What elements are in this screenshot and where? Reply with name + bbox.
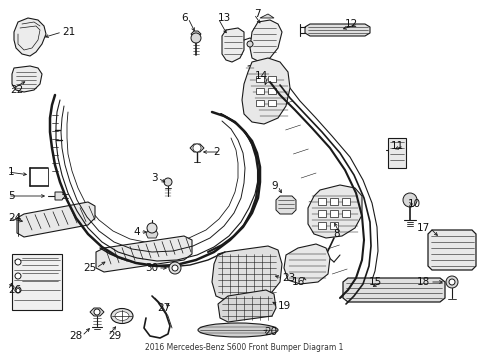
Bar: [329, 222, 337, 229]
Circle shape: [15, 273, 21, 279]
Polygon shape: [191, 31, 201, 37]
Polygon shape: [275, 196, 295, 214]
Circle shape: [147, 223, 157, 233]
Text: 3: 3: [151, 173, 158, 183]
Circle shape: [15, 259, 21, 265]
Circle shape: [172, 265, 178, 271]
Circle shape: [163, 178, 172, 186]
Bar: [256, 100, 264, 106]
Text: 23: 23: [282, 273, 295, 283]
Bar: [341, 210, 349, 217]
Text: 15: 15: [368, 277, 381, 287]
Polygon shape: [14, 18, 46, 56]
Text: 14: 14: [254, 71, 267, 81]
Text: 19: 19: [278, 301, 291, 311]
Bar: [267, 76, 275, 82]
Ellipse shape: [115, 311, 129, 320]
Text: 12: 12: [344, 19, 357, 29]
Bar: [12, 254, 62, 310]
Polygon shape: [242, 58, 289, 124]
Text: 2: 2: [213, 147, 220, 157]
Text: 25: 25: [82, 263, 96, 273]
Text: 6: 6: [181, 13, 187, 23]
Ellipse shape: [198, 323, 278, 337]
Polygon shape: [249, 20, 282, 62]
Text: 21: 21: [62, 27, 75, 37]
Text: 11: 11: [390, 141, 403, 151]
Bar: [317, 210, 325, 217]
Bar: [341, 198, 349, 205]
Polygon shape: [17, 202, 95, 237]
Polygon shape: [96, 236, 192, 272]
Bar: [329, 210, 337, 217]
Polygon shape: [218, 290, 275, 322]
Text: 22: 22: [10, 85, 23, 95]
Polygon shape: [90, 308, 104, 316]
Circle shape: [246, 41, 252, 47]
Circle shape: [15, 287, 21, 293]
Text: 7: 7: [253, 9, 260, 19]
Bar: [329, 198, 337, 205]
Polygon shape: [190, 144, 203, 152]
Text: 27: 27: [157, 303, 170, 313]
Bar: [256, 88, 264, 94]
Circle shape: [448, 279, 454, 285]
Text: 16: 16: [291, 277, 305, 287]
Text: 4: 4: [133, 227, 140, 237]
Circle shape: [169, 262, 181, 274]
Text: 2016 Mercedes-Benz S600 Front Bumper Diagram 1: 2016 Mercedes-Benz S600 Front Bumper Dia…: [145, 343, 343, 352]
Circle shape: [94, 309, 100, 315]
Bar: [317, 198, 325, 205]
Bar: [267, 100, 275, 106]
Text: 17: 17: [416, 223, 429, 233]
Circle shape: [193, 144, 201, 152]
Text: 18: 18: [416, 277, 429, 287]
Text: 20: 20: [264, 327, 277, 337]
Polygon shape: [12, 66, 42, 92]
Polygon shape: [307, 185, 361, 238]
Polygon shape: [260, 14, 273, 18]
Text: 1: 1: [8, 167, 15, 177]
Circle shape: [191, 33, 201, 43]
Polygon shape: [146, 230, 158, 238]
Circle shape: [402, 193, 416, 207]
Polygon shape: [222, 28, 244, 62]
Text: 29: 29: [108, 331, 121, 341]
Polygon shape: [284, 244, 329, 284]
Bar: [256, 76, 264, 82]
Text: 8: 8: [333, 229, 339, 239]
Text: 30: 30: [144, 263, 158, 273]
Text: 9: 9: [271, 181, 278, 191]
Circle shape: [445, 276, 457, 288]
Ellipse shape: [111, 309, 133, 324]
Polygon shape: [212, 246, 282, 300]
Polygon shape: [305, 24, 369, 36]
Polygon shape: [55, 192, 65, 200]
Text: 26: 26: [8, 285, 21, 295]
Polygon shape: [427, 230, 475, 270]
Text: 24: 24: [8, 213, 21, 223]
Polygon shape: [342, 278, 444, 302]
Bar: [387, 138, 405, 168]
Bar: [267, 88, 275, 94]
Text: 5: 5: [8, 191, 15, 201]
Text: 28: 28: [69, 331, 82, 341]
Text: 13: 13: [218, 13, 231, 23]
Text: 10: 10: [407, 199, 420, 209]
Bar: [317, 222, 325, 229]
